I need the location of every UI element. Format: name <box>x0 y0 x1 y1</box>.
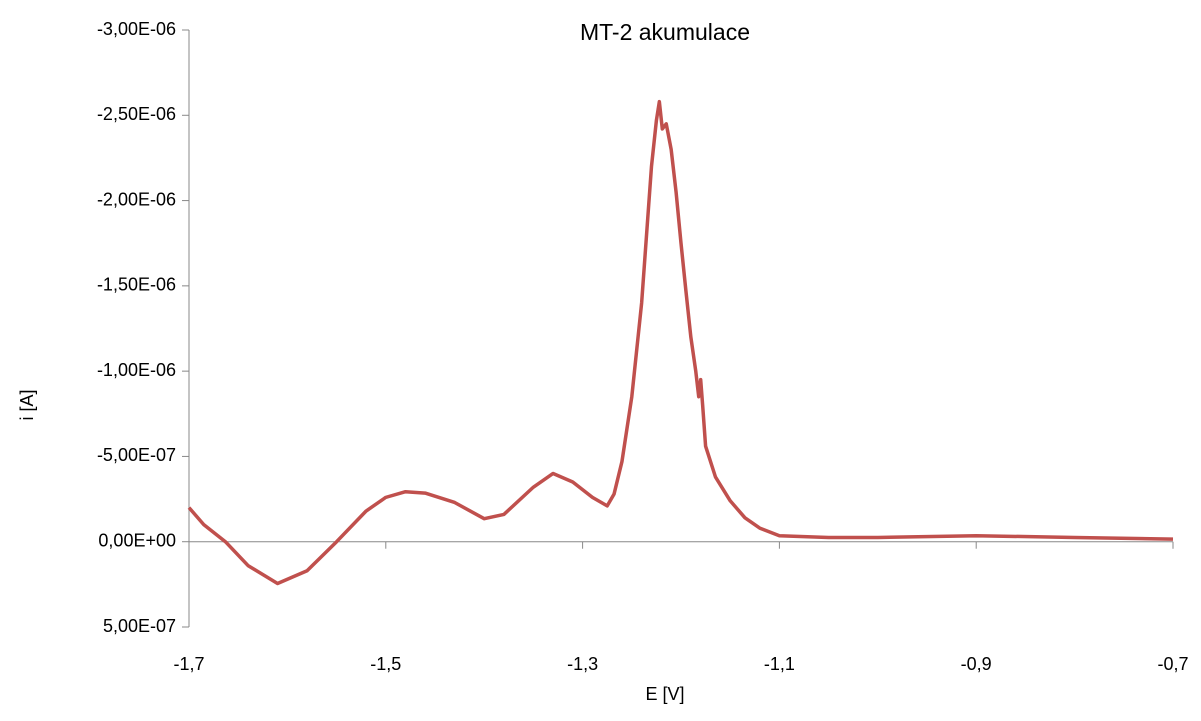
x-tick-label: -0,9 <box>961 654 992 674</box>
data-line <box>187 99 1174 586</box>
y-tick-label: -5,00E-07 <box>97 445 176 465</box>
y-tick-label: -2,00E-06 <box>97 189 176 209</box>
chart-title: MT-2 akumulace <box>580 19 750 45</box>
x-tick-label: -1,3 <box>567 654 598 674</box>
y-tick-label: 0,00E+00 <box>98 530 176 550</box>
x-tick-label: -1,5 <box>370 654 401 674</box>
y-tick-label: -3,00E-06 <box>97 19 176 39</box>
y-tick-label: -1,50E-06 <box>97 275 176 295</box>
x-axis-label: E [V] <box>645 684 684 704</box>
y-tick-label: -2,50E-06 <box>97 104 176 124</box>
x-tick-label: -0,7 <box>1157 654 1188 674</box>
x-tick-label: -1,7 <box>173 654 204 674</box>
y-axis-label: i [A] <box>17 389 37 420</box>
y-tick-label: 5,00E-07 <box>103 616 176 636</box>
y-tick-label: -1,00E-06 <box>97 360 176 380</box>
x-tick-label: -1,1 <box>764 654 795 674</box>
